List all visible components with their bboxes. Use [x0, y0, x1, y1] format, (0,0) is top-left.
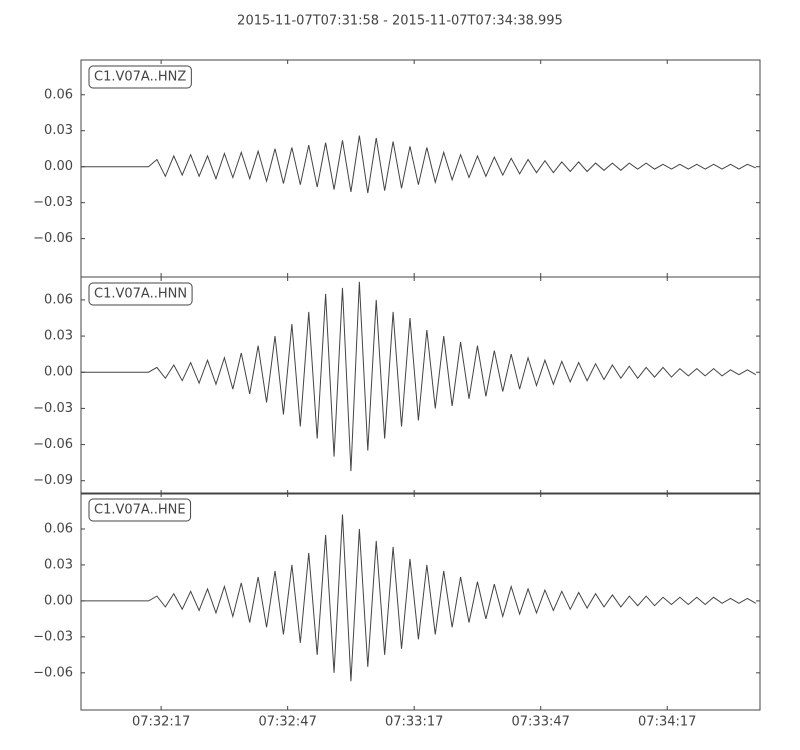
y-tick-label: −0.09 — [33, 473, 73, 488]
y-tick-label: −0.06 — [33, 231, 73, 246]
x-tick-label: 07:32:17 — [132, 715, 190, 730]
y-tick-label: −0.06 — [33, 665, 73, 680]
y-tick-label: 0.03 — [44, 329, 73, 344]
y-tick-label: 0.03 — [44, 123, 73, 138]
trace-label: C1.V07A..HNN — [94, 287, 187, 302]
x-tick-label: 07:33:17 — [385, 715, 443, 730]
y-tick-label: 0.00 — [44, 593, 73, 608]
x-tick-label: 07:32:47 — [258, 715, 316, 730]
trace-label: C1.V07A..HNE — [94, 503, 186, 518]
y-tick-label: −0.03 — [33, 629, 73, 644]
y-tick-label: 0.03 — [44, 557, 73, 572]
trace-label-box — [88, 282, 193, 306]
y-tick-label: 0.06 — [44, 521, 73, 536]
trace-label: C1.V07A..HNZ — [94, 70, 186, 85]
plot-frame — [80, 59, 761, 278]
y-tick-label: −0.03 — [33, 401, 73, 416]
chart-title: 2015-11-07T07:31:58 - 2015-11-07T07:34:3… — [237, 14, 563, 29]
waveform — [81, 514, 757, 682]
plot-frame — [80, 276, 761, 495]
y-tick-label: 0.06 — [44, 292, 73, 307]
trace-label-box — [88, 498, 192, 522]
y-tick-label: −0.06 — [33, 437, 73, 452]
y-tick-label: 0.00 — [44, 365, 73, 380]
waveform — [81, 281, 757, 472]
y-tick-label: 0.06 — [44, 87, 73, 102]
x-tick-label: 07:34:17 — [638, 715, 696, 730]
y-tick-label: 0.00 — [44, 159, 73, 174]
x-tick-label: 07:33:47 — [512, 715, 570, 730]
trace-label-box — [88, 65, 192, 89]
waveform — [81, 135, 757, 194]
plot-frame — [80, 492, 761, 711]
y-tick-label: −0.03 — [33, 195, 73, 210]
